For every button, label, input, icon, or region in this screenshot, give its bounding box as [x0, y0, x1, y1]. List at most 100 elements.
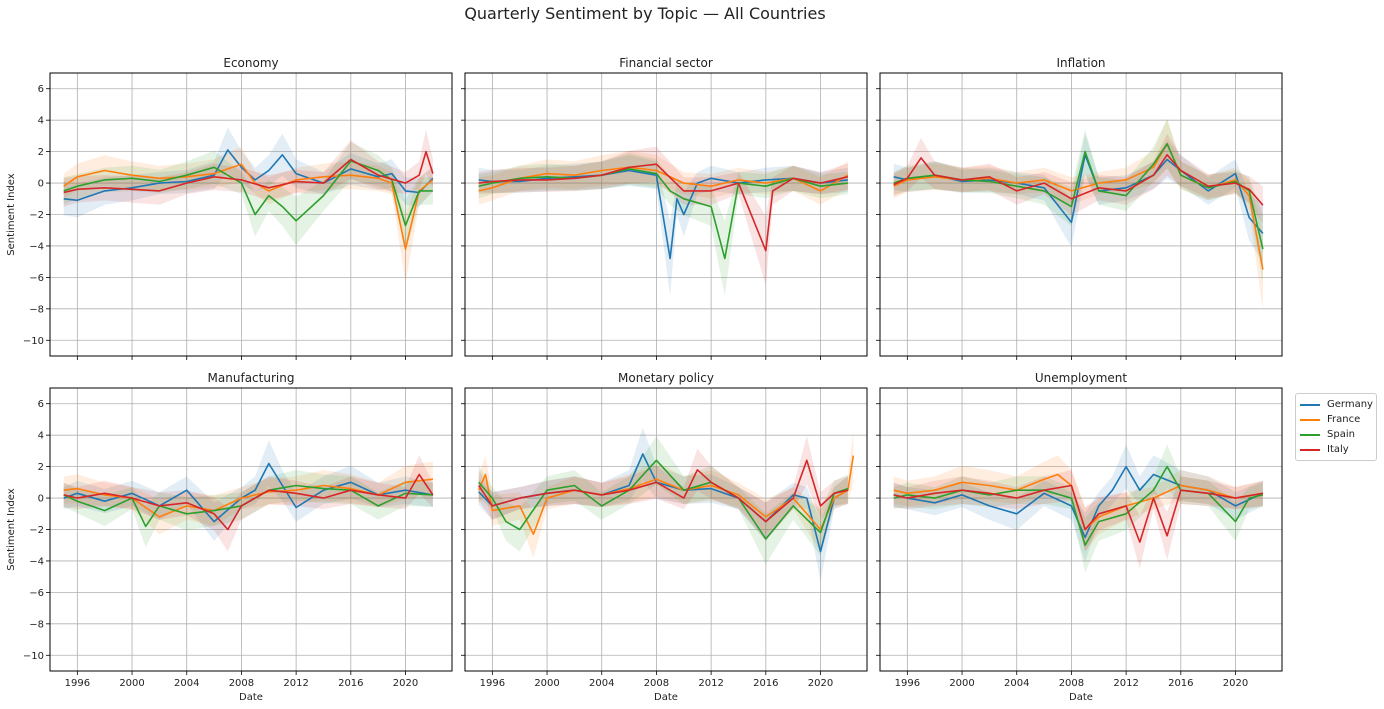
series-line-spain [63, 484, 433, 528]
x-tick-label: 2016 [338, 678, 363, 689]
x-tick-label: 2020 [808, 678, 833, 689]
series-line-italy [478, 459, 849, 523]
series-band-spain [478, 436, 848, 565]
legend-swatch [1300, 418, 1320, 421]
series-line-germany [63, 149, 434, 202]
x-tick-label: 2000 [534, 678, 559, 689]
series-band-france [893, 119, 1263, 311]
panel-title: Monetary policy [618, 371, 714, 385]
x-axis-label: Date [654, 692, 678, 703]
series-band-france [478, 429, 854, 558]
series-band-italy [893, 133, 1263, 224]
x-tick-label: 1996 [480, 678, 505, 689]
legend-item-germany: Germany [1296, 397, 1376, 412]
y-tick-label: −6 [29, 273, 44, 284]
series-band-germany [63, 440, 433, 541]
series-band-germany [478, 427, 848, 582]
legend-label: Germany [1327, 399, 1373, 410]
x-tick-label: 2004 [589, 678, 614, 689]
y-axis-label: Sentiment Index [6, 488, 17, 570]
series-line-italy [478, 163, 849, 252]
y-tick-label: −2 [29, 210, 44, 221]
series-line-italy [63, 473, 434, 531]
y-tick-label: −8 [29, 619, 44, 630]
x-tick-label: 2004 [174, 678, 199, 689]
series-line-france [63, 163, 434, 250]
panel-economy: Economy 6 4 2 0 −2 −4 −6 −8 −10 Sentiment Index [6, 56, 453, 360]
y-tick-label: 6 [38, 84, 44, 95]
series-band-italy [63, 129, 433, 207]
series-line-spain [478, 459, 849, 540]
x-axis-label: Date [1069, 692, 1093, 703]
x-tick-label: 2008 [1059, 678, 1084, 689]
series-band-germany [893, 133, 1263, 262]
series-band-france [478, 150, 848, 205]
legend-swatch [1300, 433, 1320, 436]
y-tick-label: 2 [38, 147, 44, 158]
series-band-spain [63, 142, 433, 252]
series-band-spain [478, 152, 848, 296]
x-tick-label: 2012 [283, 678, 308, 689]
series-line-france [478, 166, 849, 192]
y-tick-label: −2 [29, 525, 44, 536]
x-tick-label: 1996 [895, 678, 920, 689]
series-band-italy [63, 455, 433, 552]
legend-item-spain: Spain [1296, 427, 1376, 442]
series-band-germany [478, 155, 848, 296]
panel-title: Unemployment [1035, 371, 1128, 385]
y-tick-label: 0 [38, 179, 44, 190]
panel-title: Financial sector [619, 56, 713, 70]
x-tick-label: 2000 [949, 678, 974, 689]
y-tick-label: 4 [38, 116, 44, 127]
legend-label: Spain [1327, 429, 1355, 440]
series-band-italy [478, 436, 848, 541]
legend-item-france: France [1296, 412, 1376, 427]
series-line-italy [893, 484, 1264, 543]
x-tick-label: 2000 [119, 678, 144, 689]
y-tick-label: −4 [29, 556, 44, 567]
legend-swatch [1300, 448, 1320, 451]
panel-title: Economy [223, 56, 278, 70]
series-line-germany [478, 169, 848, 260]
x-tick-label: 2004 [1004, 678, 1029, 689]
x-axis-label: Date [239, 692, 263, 703]
y-tick-label: −8 [29, 304, 44, 315]
panel-title: Inflation [1056, 56, 1105, 70]
series-band-france [63, 461, 433, 535]
x-tick-label: 2020 [393, 678, 418, 689]
panel-monetary-policy: Monetary policy 1996 2000 2004 2008 2012 2016 2… [461, 371, 868, 703]
y-tick-label: −6 [29, 588, 44, 599]
y-tick-label: −10 [23, 336, 44, 347]
legend-swatch [1300, 403, 1320, 406]
x-tick-label: 2012 [1113, 678, 1138, 689]
x-tick-label: 2016 [753, 678, 778, 689]
figure-title: Quarterly Sentiment by Topic — All Count… [464, 4, 826, 23]
panel-financial-sector: Financial sector [461, 56, 868, 360]
y-tick-label: −4 [29, 241, 44, 252]
x-tick-label: 2016 [1168, 678, 1193, 689]
x-tick-label: 2008 [644, 678, 669, 689]
series-line-spain [478, 168, 848, 260]
y-tick-label: 4 [38, 431, 44, 442]
panel-inflation: Inflation [876, 56, 1283, 360]
y-tick-label: 6 [38, 399, 44, 410]
legend-item-italy: Italy [1296, 442, 1376, 457]
x-tick-label: 2008 [229, 678, 254, 689]
y-axis-label: Sentiment Index [6, 173, 17, 255]
series-band-italy [478, 146, 848, 286]
panel-unemployment: Unemployment 1996 2000 2004 2008 2012 2016 2020… [876, 371, 1283, 703]
series-line-italy [893, 154, 1264, 206]
x-tick-label: 2012 [698, 678, 723, 689]
series-band-france [893, 455, 1263, 552]
y-tick-label: 0 [38, 494, 44, 505]
legend-label: France [1327, 414, 1361, 425]
series-line-france [477, 455, 855, 536]
x-tick-label: 1996 [65, 678, 90, 689]
panel-title: Manufacturing [208, 371, 295, 385]
series-line-italy [63, 150, 434, 194]
y-tick-label: 2 [38, 462, 44, 473]
x-tick-label: 2020 [1223, 678, 1248, 689]
series-band-spain [893, 119, 1263, 284]
